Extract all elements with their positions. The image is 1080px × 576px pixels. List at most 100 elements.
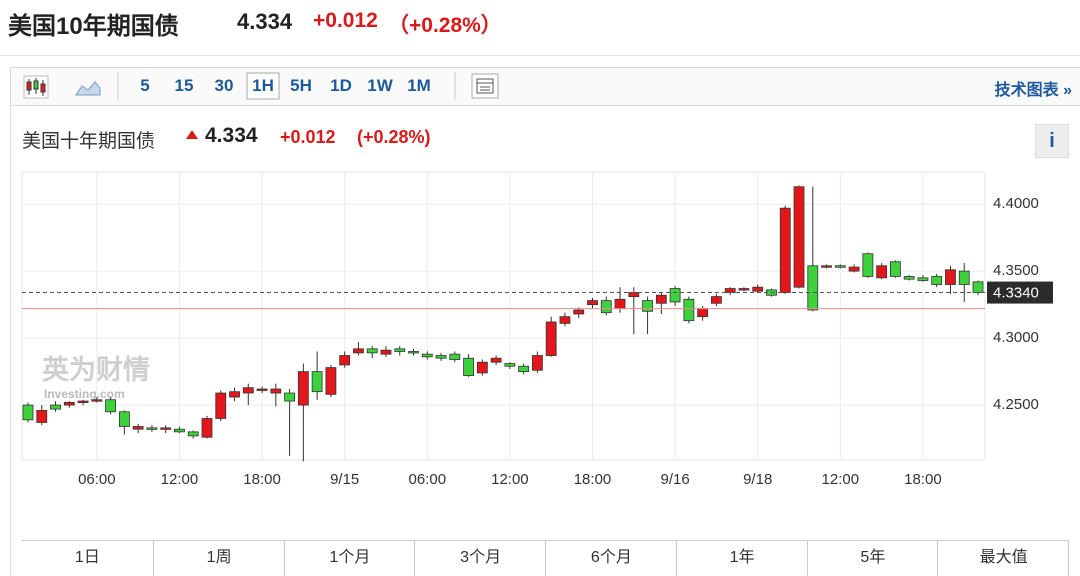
candle-body (931, 276, 943, 285)
candle-body (793, 186, 805, 288)
candle-body (614, 298, 626, 310)
candle-body (972, 281, 984, 293)
candle-body (628, 292, 640, 297)
interval-button[interactable]: 1D (330, 76, 352, 95)
candle-body (408, 351, 419, 354)
candle-body (903, 276, 915, 280)
candle-body (476, 361, 488, 374)
interval-button[interactable]: 1W (367, 76, 393, 95)
candle-body (187, 431, 199, 437)
candle-body (146, 427, 158, 430)
candle-body (77, 400, 89, 403)
interval-button[interactable]: 1H (252, 76, 274, 95)
candle-body (325, 367, 337, 395)
candle-body (201, 418, 213, 438)
interval-button[interactable]: 5H (290, 76, 312, 95)
y-tick-label: 4.3500 (993, 262, 1039, 279)
candle-body (36, 410, 48, 423)
x-tick-label: 9/15 (330, 471, 359, 488)
candle-body (958, 270, 970, 285)
candle-body (600, 300, 612, 314)
x-tick-label: 9/18 (743, 471, 772, 488)
page-title: 美国10年期国债 (8, 13, 179, 40)
candle-body (821, 265, 832, 268)
candle-body (353, 348, 364, 354)
last-price-box (987, 281, 1053, 304)
candle-body (834, 265, 846, 268)
candle-body (449, 353, 461, 360)
technical-chart-link[interactable]: 技术图表 » (994, 82, 1072, 99)
x-tick-label: 18:00 (904, 471, 942, 488)
candle-body (270, 388, 282, 394)
candle-body (532, 355, 543, 371)
candle-body (311, 371, 323, 393)
candle-body (421, 353, 433, 358)
candle-body (917, 277, 929, 281)
candle-body (862, 253, 874, 277)
range-tab[interactable]: 最大值 (937, 540, 1069, 576)
candle-body (518, 365, 530, 372)
interval-button[interactable]: 30 (214, 76, 234, 95)
candle-body (752, 286, 764, 292)
info-button[interactable]: i (1035, 124, 1069, 158)
range-tab[interactable]: 1日 (74, 549, 100, 566)
candle-body (339, 355, 351, 366)
candle-body (22, 404, 34, 421)
up-arrow (186, 130, 198, 139)
candle-body (587, 300, 598, 306)
watermark-en: Investing.com (44, 387, 125, 401)
candle-body (63, 401, 75, 406)
candle-body (848, 266, 860, 272)
candle-body (876, 265, 888, 279)
candle-body (174, 428, 185, 433)
x-tick-label: 12:00 (491, 471, 529, 488)
candle-body (573, 309, 585, 315)
x-tick-label: 12:00 (161, 471, 199, 488)
change: +0.012 (313, 9, 378, 32)
x-tick-label: 18:00 (574, 471, 612, 488)
candle-body (463, 357, 474, 377)
x-tick-label: 9/16 (660, 471, 689, 488)
range-tab[interactable]: 1周 (152, 540, 285, 576)
candle-body (504, 363, 516, 367)
chart-title: 美国十年期国债 (22, 131, 156, 152)
divider (0, 55, 1080, 56)
change-pct: （+0.28%） (388, 14, 502, 37)
candle-body (366, 348, 378, 354)
y-tick-label: 4.4000 (993, 195, 1039, 212)
candle-body (380, 349, 392, 355)
panel-border (10, 104, 11, 576)
candle-body (711, 296, 722, 304)
range-tab[interactable]: 5年 (806, 540, 939, 576)
candle-body (490, 357, 502, 363)
range-tab[interactable]: 1年 (675, 540, 808, 576)
candle-body (738, 288, 750, 291)
last-price-label: 4.3340 (993, 285, 1039, 302)
range-tab[interactable]: 1个月 (283, 540, 416, 576)
candle-body (242, 387, 254, 394)
candle-body (724, 288, 736, 293)
x-tick-label: 06:00 (409, 471, 447, 488)
y-tick-label: 4.3000 (993, 329, 1039, 346)
interval-button[interactable]: 1M (407, 76, 431, 95)
candle-body (545, 321, 557, 356)
candle-body (779, 207, 791, 293)
candle-body (132, 426, 144, 430)
chart-change-pct: (+0.28%) (357, 127, 431, 147)
candle-body (697, 308, 709, 318)
candle-body (91, 399, 103, 402)
range-tab[interactable]: 6个月 (545, 540, 677, 576)
candle-body (160, 427, 172, 430)
chart-price: 4.334 (205, 124, 258, 147)
range-tab[interactable]: 3个月 (414, 540, 546, 576)
interval-button[interactable]: 5 (140, 76, 150, 95)
candle-body (229, 391, 240, 398)
candle-body (284, 392, 295, 402)
candle-body (435, 355, 447, 359)
price: 4.334 (237, 9, 293, 34)
interval-button[interactable]: 15 (174, 76, 194, 95)
y-tick-label: 4.2500 (993, 396, 1039, 413)
candle-body (655, 294, 667, 304)
